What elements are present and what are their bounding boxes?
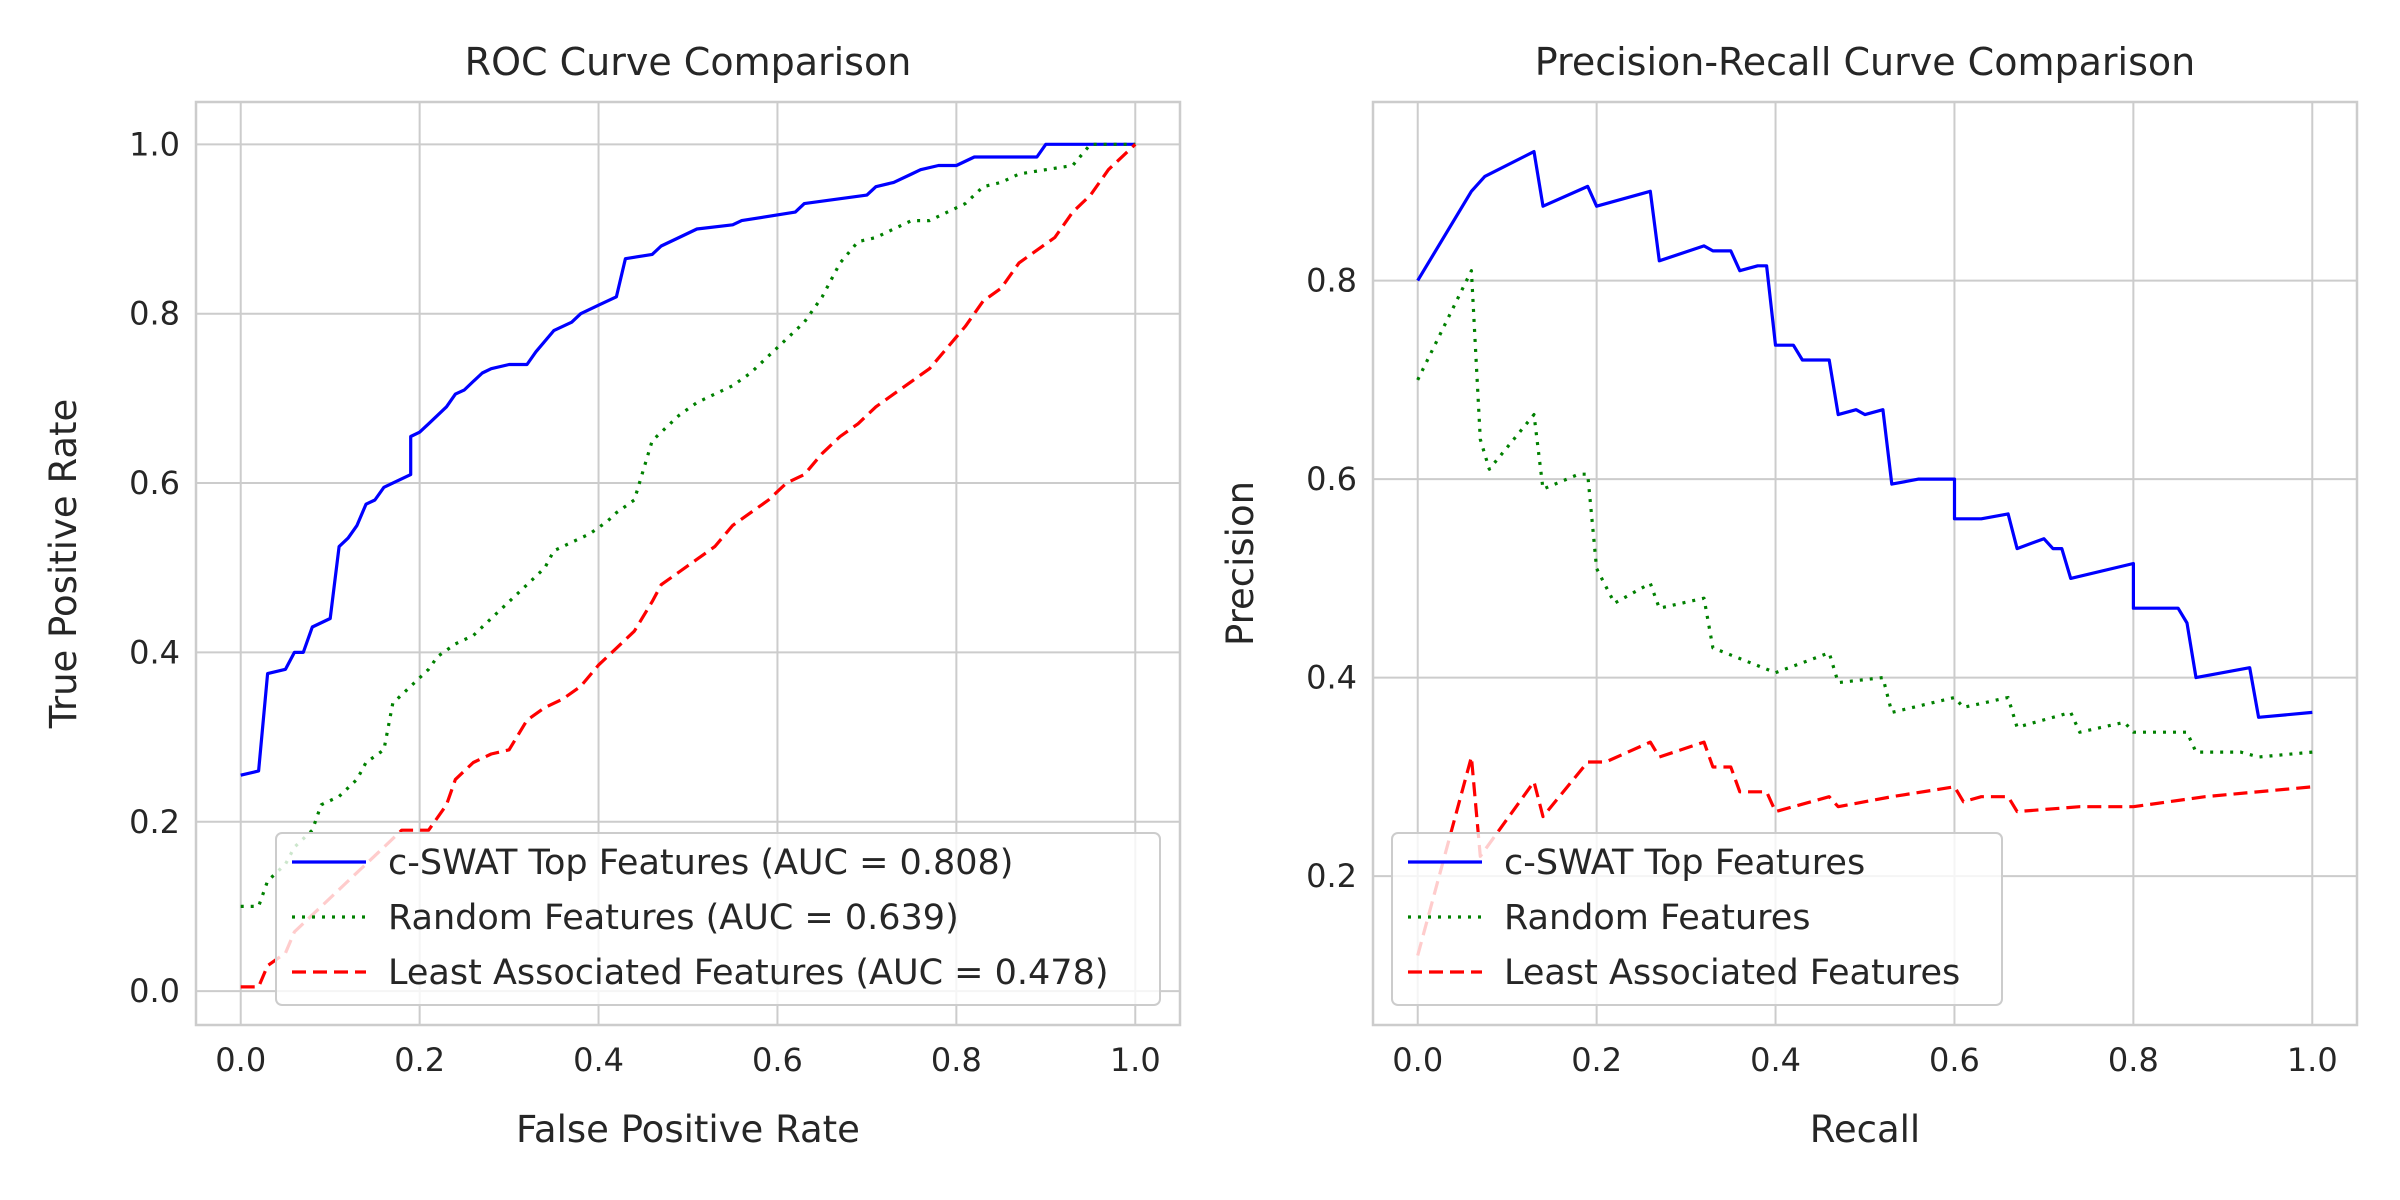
pr-plot-frame	[1371, 100, 2359, 1027]
roc-y-tick-label: 0.6	[129, 464, 180, 502]
pr-legend-label-random: Random Features	[1504, 898, 1811, 938]
roc-legend: c-SWAT Top Features (AUC = 0.808) Random…	[275, 832, 1161, 1006]
roc-legend-box	[275, 832, 1161, 1006]
roc-y-tick-label: 1.0	[129, 125, 180, 163]
pr-legend-label-c-swat: c-SWAT Top Features	[1504, 843, 1865, 883]
pr-series-line-c-swat	[1416, 150, 2313, 719]
pr-legend-label-least-associated: Least Associated Features	[1504, 953, 1960, 993]
pr-chart: 0.0 0.2 0.4 0.6 0.8 1.0 0.2 0.4 0.6 0.8 Precisio…	[1219, 40, 2359, 1151]
pr-series-line-least-associated	[1416, 740, 2313, 956]
roc-series-line-c-swat	[240, 142, 1136, 777]
pr-x-ticks: 0.0 0.2 0.4 0.6 0.8 1.0	[1392, 1041, 2337, 1079]
pr-y-tick-label: 0.4	[1306, 659, 1357, 697]
roc-legend-label-least-associated: Least Associated Features (AUC = 0.478)	[388, 953, 1109, 993]
pr-x-tick-label: 0.8	[2108, 1041, 2159, 1079]
pr-x-tick-label: 0.0	[1392, 1041, 1443, 1079]
roc-legend-entry-least-associated: Least Associated Features (AUC = 0.478)	[292, 953, 1109, 993]
pr-chart-title: Precision-Recall Curve Comparison	[1535, 40, 2195, 84]
pr-legend-entry-least-associated: Least Associated Features	[1408, 953, 1960, 993]
roc-chart: 0.0 0.2 0.4 0.6 0.8 1.0 0.0 0.2 0.4 0.6 0.8 1.0 RO…	[42, 40, 1182, 1151]
roc-x-tick-label: 1.0	[1110, 1041, 1161, 1079]
pr-x-tick-label: 0.6	[1929, 1041, 1980, 1079]
roc-x-tick-label: 0.6	[752, 1041, 803, 1079]
pr-y-tick-label: 0.6	[1306, 460, 1357, 498]
roc-legend-entry-random: Random Features (AUC = 0.639)	[292, 898, 959, 938]
roc-y-tick-label: 0.8	[129, 295, 180, 333]
roc-x-ticks: 0.0 0.2 0.4 0.6 0.8 1.0	[215, 1041, 1160, 1079]
roc-chart-title: ROC Curve Comparison	[465, 40, 912, 84]
pr-x-tick-label: 0.4	[1750, 1041, 1801, 1079]
pr-x-axis-label: Recall	[1810, 1108, 1920, 1151]
pr-legend-entry-random: Random Features	[1408, 898, 1811, 938]
pr-y-ticks: 0.2 0.4 0.6 0.8	[1306, 262, 1357, 895]
pr-legend: c-SWAT Top Features Random Features Leas…	[1391, 832, 2003, 1006]
roc-y-ticks: 0.0 0.2 0.4 0.6 0.8 1.0	[129, 125, 180, 1010]
roc-y-tick-label: 0.4	[129, 633, 180, 671]
pr-y-axis-label: Precision	[1219, 481, 1262, 646]
pr-y-tick-label: 0.8	[1306, 262, 1357, 300]
roc-x-tick-label: 0.8	[931, 1041, 982, 1079]
roc-legend-label-random: Random Features (AUC = 0.639)	[388, 898, 959, 938]
pr-series-layer	[1416, 150, 2313, 956]
pr-y-tick-label: 0.2	[1306, 857, 1357, 895]
roc-y-tick-label: 0.0	[129, 972, 180, 1010]
pr-legend-entry-c-swat: c-SWAT Top Features	[1408, 843, 1865, 883]
pr-x-tick-label: 1.0	[2287, 1041, 2338, 1079]
pr-series-line-random	[1416, 269, 2313, 759]
roc-legend-label-c-swat: c-SWAT Top Features (AUC = 0.808)	[388, 843, 1013, 883]
roc-x-axis-label: False Positive Rate	[516, 1108, 860, 1151]
pr-legend-box	[1391, 832, 2003, 1006]
pr-x-tick-label: 0.2	[1571, 1041, 1622, 1079]
roc-legend-entry-c-swat: c-SWAT Top Features (AUC = 0.808)	[292, 843, 1013, 883]
roc-x-tick-label: 0.4	[573, 1041, 624, 1079]
roc-x-tick-label: 0.0	[215, 1041, 266, 1079]
roc-y-axis-label: True Positive Rate	[42, 399, 85, 730]
roc-y-tick-label: 0.2	[129, 803, 180, 841]
roc-plot-frame	[194, 100, 1182, 1027]
roc-x-tick-label: 0.2	[394, 1041, 445, 1079]
